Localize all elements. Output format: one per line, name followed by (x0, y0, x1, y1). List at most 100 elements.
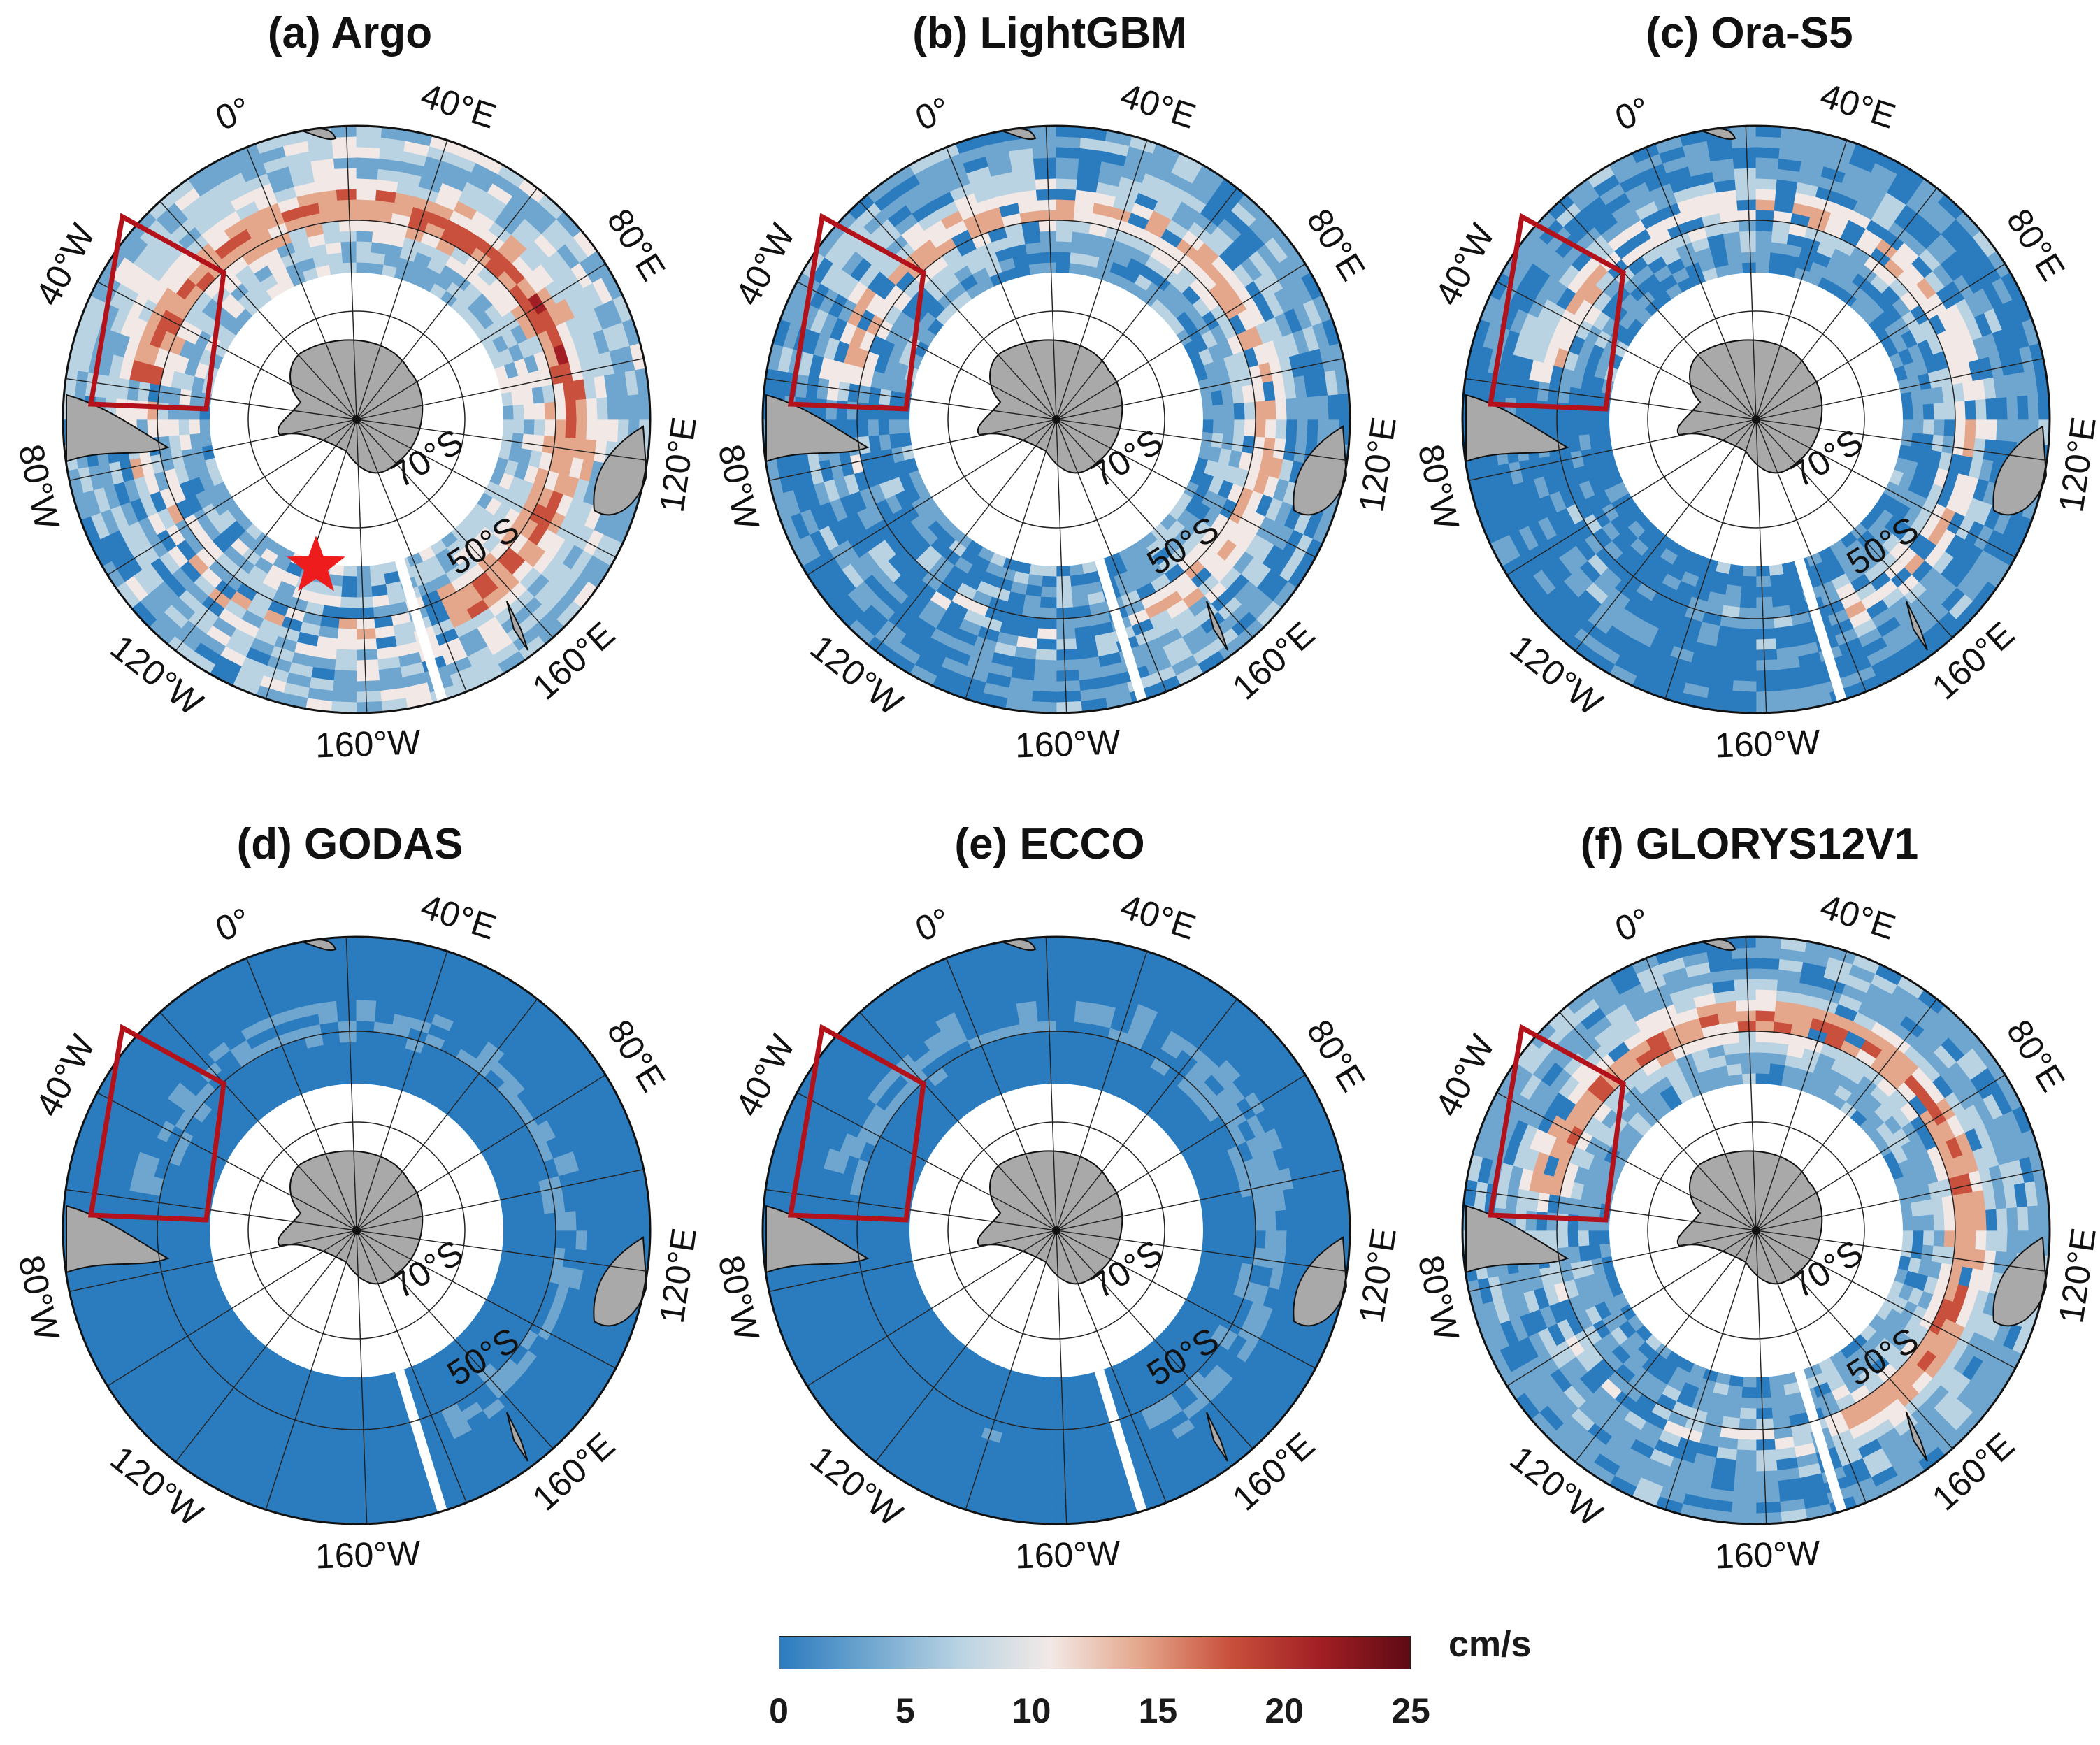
meridian-line (1045, 937, 1057, 1231)
longitude-label: 120°E (652, 415, 700, 515)
map-panel-d: (d) GODAS 0° 40°E 80°E 120°E 160°E 160°W 120°W 8… (0, 811, 700, 1622)
land-mass (765, 1205, 870, 1274)
south-pole-dot (1052, 1226, 1060, 1235)
speed-field (62, 936, 651, 1525)
meridian-line (1056, 951, 1148, 1231)
panel-title: (e) ECCO (954, 820, 1145, 868)
panel-title: (c) Ora-S5 (1646, 9, 1853, 57)
colorbar-tick-label: 20 (1265, 1691, 1304, 1730)
colorbar-unit: cm/s (1448, 1624, 1532, 1665)
meridian-line (1755, 1230, 2016, 1369)
speed-field (1462, 125, 2050, 714)
latitude-circle (947, 310, 1165, 529)
longitude-label: 160°W (1014, 1533, 1121, 1576)
polar-map: 0° 40°E80°E120°E160°E160°W120°W80°W40°W70… (11, 76, 700, 766)
longitude-label: 160°W (1714, 722, 1821, 765)
map-panel-f: (f) GLORYS12V1 0° 40°E 80°E 120°E 160°E 160°W 1… (1400, 811, 2099, 1622)
meridian-line (356, 951, 448, 1231)
polar-map: 0° 40°E80°E120°E160°E160°W120°W80°W40°W70… (1411, 886, 2099, 1577)
polar-map: 0° 40°E80°E120°E160°E160°W120°W80°W40°W70… (711, 76, 1400, 766)
panel-title: (d) GODAS (236, 820, 463, 868)
land-mass (1206, 1412, 1228, 1462)
land-mass (66, 1205, 170, 1274)
land-mass (1992, 1236, 2048, 1327)
longitude-label: 80°W (11, 441, 67, 534)
land-mass (1293, 1236, 1348, 1327)
meridian-line (1755, 1230, 1867, 1503)
study-region-box (87, 1024, 226, 1223)
meridian-line (796, 1092, 1057, 1231)
meridian-line (1664, 419, 1757, 699)
land-mass (506, 601, 528, 651)
meridian-line (1755, 419, 1867, 692)
polar-map: 0° 40°E80°E120°E160°E160°W120°W80°W40°W70… (11, 886, 700, 1577)
longitude-label: 120°E (1351, 415, 1400, 515)
meridian-line (946, 147, 1057, 420)
latitude-circle (856, 220, 1256, 619)
meridian-line (875, 419, 1057, 652)
land-mass (66, 394, 170, 463)
meridian-line (175, 419, 357, 652)
colorbar-tick-label: 5 (895, 1691, 915, 1730)
meridian-line (1056, 1168, 1344, 1231)
meridian-line (356, 357, 644, 420)
data-gap-strip (394, 558, 447, 702)
meridian-line (1646, 958, 1757, 1231)
meridian-line (1465, 378, 1757, 420)
land-mass (1906, 601, 1928, 651)
meridian-line (356, 419, 467, 692)
meridian-line (1056, 419, 1167, 692)
meridian-line (96, 281, 357, 420)
meridian-line (1496, 1092, 1757, 1231)
meridian-line (1056, 187, 1238, 420)
meridian-line (859, 201, 1057, 420)
meridian-line (69, 419, 357, 482)
meridian-line (1045, 126, 1057, 420)
longitude-label: 0° (210, 89, 256, 138)
south-pole-dot (1752, 1226, 1760, 1235)
meridian-line (1496, 281, 1757, 420)
meridian-line (356, 419, 554, 638)
land-mass (593, 425, 648, 516)
latitude-circle (157, 220, 556, 619)
map-frame (1461, 124, 2051, 714)
meridian-line (356, 419, 617, 558)
meridian-line (859, 1012, 1057, 1231)
longitude-label: 0° (910, 900, 956, 949)
meridian-line (1469, 419, 1757, 482)
meridian-line (946, 958, 1057, 1231)
meridian-line (1559, 201, 1757, 420)
meridian-line (769, 1230, 1057, 1293)
latitude-circle (247, 1121, 466, 1340)
meridian-line (356, 1168, 644, 1231)
meridian-line (1056, 1230, 1067, 1524)
latitude-circle (157, 1031, 556, 1430)
meridian-line (1469, 1230, 1757, 1293)
meridian-line (65, 378, 357, 420)
land-mass (593, 1236, 648, 1327)
panel-title: (a) Argo (267, 9, 433, 57)
map-frame (761, 124, 1351, 714)
star-marker (287, 536, 345, 591)
meridian-line (1056, 1230, 1348, 1272)
meridian-line (765, 1189, 1057, 1231)
map-panel-e: (e) ECCO 0° 40°E 80°E 120°E 160°E 160°W 120°W 80… (700, 811, 1400, 1622)
data-gap-strip (1094, 558, 1147, 702)
meridian-line (1056, 419, 1253, 638)
longitude-label: 80°W (1411, 1252, 1467, 1345)
longitude-label: 120°E (1351, 1226, 1400, 1326)
longitude-label: 160°W (1714, 1533, 1821, 1576)
south-pole-dot (1752, 415, 1760, 424)
meridian-line (1755, 998, 1938, 1231)
longitude-label: 40°E (1116, 886, 1200, 947)
longitude-label: 80°W (11, 1252, 67, 1345)
meridian-line (1056, 998, 1238, 1231)
meridian-line (1574, 1230, 1757, 1463)
meridian-line (807, 419, 1057, 576)
meridian-line (1646, 147, 1757, 420)
meridian-line (1559, 1012, 1757, 1231)
meridian-line (1056, 419, 1067, 713)
meridian-line (1755, 1230, 2048, 1272)
colorbar-tick-label: 25 (1391, 1691, 1430, 1730)
meridian-line (356, 419, 648, 461)
